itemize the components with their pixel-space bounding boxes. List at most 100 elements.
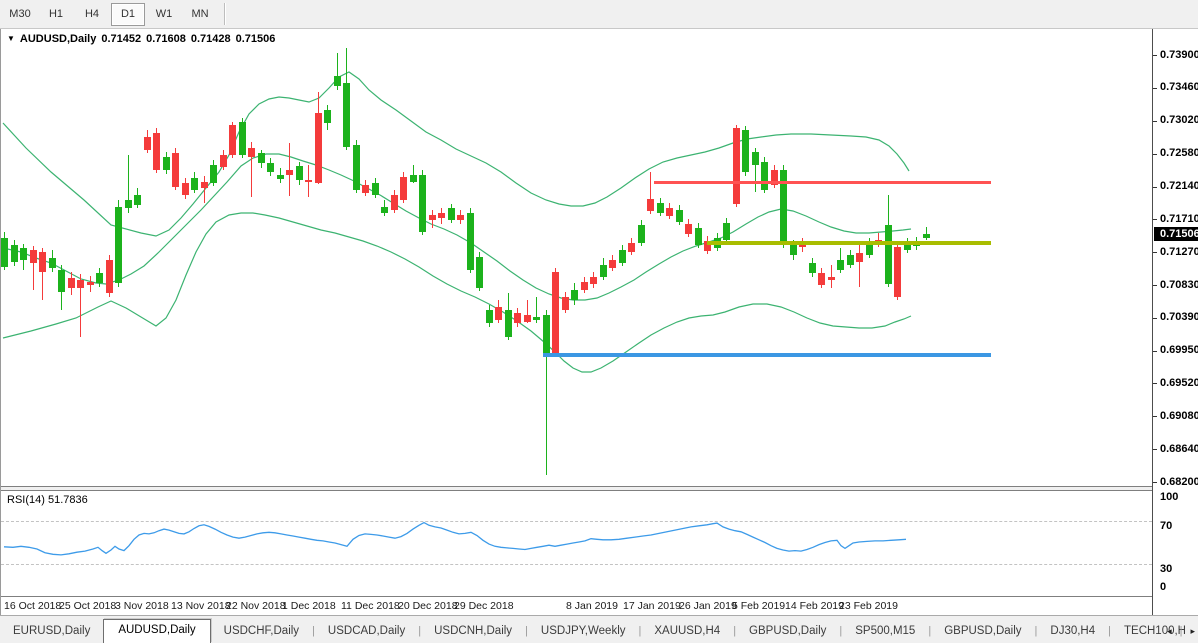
price-axis-label: 0.69520 bbox=[1160, 376, 1198, 389]
candle-body-bear bbox=[314, 113, 322, 183]
candle-body-bull bbox=[599, 265, 607, 278]
timeframe-button-w1[interactable]: W1 bbox=[155, 7, 173, 20]
candle-body-bull bbox=[371, 183, 379, 195]
chevron-down-icon[interactable]: ▼ bbox=[7, 33, 15, 43]
price-tick bbox=[1153, 482, 1157, 483]
toolbar-divider bbox=[224, 3, 226, 25]
tab-sp500-m15[interactable]: SP500,M15 bbox=[855, 625, 916, 637]
candle-body-bull bbox=[808, 263, 816, 273]
tab-xauusd-h4[interactable]: XAUUSD,H4 bbox=[654, 625, 721, 637]
candle-body-bear bbox=[67, 278, 75, 288]
hline-pivot-olive[interactable] bbox=[707, 241, 991, 245]
candle-body-bull bbox=[533, 317, 540, 320]
candle-body-bear bbox=[818, 273, 825, 285]
price-axis-label: 0.73020 bbox=[1160, 114, 1198, 127]
candle-body-bull bbox=[656, 203, 664, 213]
price-axis-label: 0.70830 bbox=[1160, 278, 1198, 291]
date-axis-label: 23 Feb 2019 bbox=[839, 600, 898, 612]
tab-scroll-left-icon[interactable]: ◂ bbox=[1167, 625, 1172, 636]
chart-window: ▼ AUDUSD,Daily 0.71452 0.71608 0.71428 0… bbox=[0, 29, 1198, 615]
bb-lower-band-line bbox=[2, 212, 912, 373]
candle-body-bull bbox=[419, 175, 426, 232]
price-axis-label: 0.73900 bbox=[1160, 48, 1198, 61]
candle-body-bear bbox=[770, 170, 778, 186]
date-axis-label: 29 Dec 2018 bbox=[454, 600, 514, 612]
tab-usdcnh-daily[interactable]: USDCNH,Daily bbox=[434, 625, 513, 637]
hline-support-blue[interactable] bbox=[543, 352, 991, 357]
tab-tech100-h[interactable]: TECH100,H bbox=[1124, 625, 1186, 637]
tab-usdcad-daily[interactable]: USDCAD,Daily bbox=[327, 625, 406, 637]
main-chart-pane: ▼ AUDUSD,Daily 0.71452 0.71608 0.71428 0… bbox=[1, 29, 1152, 486]
tab-gbpusd-daily[interactable]: GBPUSD,Daily bbox=[944, 625, 1022, 637]
candle-body-bull bbox=[48, 258, 56, 268]
price-axis-label: 0.68640 bbox=[1160, 442, 1198, 455]
candle-wick bbox=[251, 142, 252, 197]
tab-separator: | bbox=[1108, 625, 1111, 637]
candle-body-bear bbox=[390, 195, 398, 210]
tab-gbpusd-daily[interactable]: GBPUSD,Daily bbox=[749, 625, 827, 637]
candle-body-bull bbox=[466, 213, 474, 270]
timeframe-button-mn[interactable]: MN bbox=[191, 7, 209, 20]
date-axis: 16 Oct 2018 25 Oct 2018 3 Nov 2018 13 Nov 2… bbox=[1, 597, 1152, 615]
candle-body-bear bbox=[105, 260, 113, 293]
pane-resize-handle[interactable] bbox=[1, 486, 1152, 491]
candle-body-bear bbox=[362, 185, 369, 193]
candle-wick bbox=[412, 165, 414, 183]
candle-body-bull bbox=[780, 170, 787, 245]
tab-audusd-daily[interactable]: AUDUSD,Daily bbox=[103, 619, 211, 643]
price-axis: 0.71506 0.73900 0.73460 0.73020 0.72580 0.72… bbox=[1152, 29, 1198, 615]
tab-separator: | bbox=[928, 625, 932, 637]
candle-body-bear bbox=[495, 307, 502, 320]
candle-wick bbox=[536, 297, 537, 323]
price-tick bbox=[1153, 252, 1157, 253]
rsi-axis-label: 30 bbox=[1160, 563, 1173, 575]
hline-resistance-red[interactable] bbox=[654, 180, 991, 184]
rsi-indicator-pane: RSI(14) 51.7836 bbox=[1, 491, 1152, 597]
candle-body-bull bbox=[267, 163, 274, 172]
price-tick bbox=[1153, 285, 1157, 286]
price-tick bbox=[1153, 120, 1157, 122]
candle-body-bear bbox=[143, 137, 151, 150]
candle-body-bear bbox=[704, 241, 711, 251]
candle-body-bear bbox=[29, 250, 37, 263]
candle-body-bull bbox=[1, 238, 8, 267]
bb-middle-band-line bbox=[2, 153, 912, 301]
price-tick bbox=[1153, 416, 1157, 418]
timeframe-button-d1[interactable]: D1 bbox=[111, 2, 145, 26]
candle-body-bull bbox=[352, 145, 360, 190]
tab-usdchf-daily[interactable]: USDCHF,Daily bbox=[223, 625, 300, 637]
candle-wick bbox=[289, 143, 290, 196]
rsi-axis-label: 70 bbox=[1160, 520, 1173, 532]
price-tick bbox=[1153, 350, 1157, 352]
candle-body-bull bbox=[409, 175, 417, 182]
date-axis-label: 5 Feb 2019 bbox=[732, 600, 786, 612]
price-tick bbox=[1153, 153, 1157, 155]
price-tick bbox=[1153, 186, 1157, 188]
candle-body-bull bbox=[761, 162, 768, 190]
candle-body-bear bbox=[685, 224, 692, 234]
date-axis-label: 14 Feb 2019 bbox=[785, 600, 844, 612]
price-tick bbox=[1153, 219, 1157, 220]
date-axis-label: 1 Dec 2018 bbox=[282, 600, 336, 612]
tab-dj30-h4[interactable]: DJ30,H4 bbox=[1050, 625, 1096, 637]
timeframe-button-h4[interactable]: H4 bbox=[84, 7, 100, 20]
candle-body-bull bbox=[571, 290, 578, 300]
candle-body-bull bbox=[295, 166, 303, 180]
candle-body-bull bbox=[865, 243, 873, 255]
candle-body-bull bbox=[134, 195, 141, 205]
candle-body-bull bbox=[343, 83, 350, 147]
timeframe-button-h1[interactable]: H1 bbox=[48, 7, 64, 20]
tab-scroll-right-icon[interactable]: ▸ bbox=[1190, 625, 1195, 636]
candle-body-bull bbox=[637, 225, 645, 244]
price-tick bbox=[1153, 55, 1157, 56]
candle-wick bbox=[925, 226, 927, 241]
price-axis-label: 0.69950 bbox=[1160, 344, 1198, 357]
timeframe-button-m30[interactable]: M30 bbox=[9, 7, 31, 20]
tab-usdjpy-weekly[interactable]: USDJPY,Weekly bbox=[540, 625, 626, 637]
candle-wick bbox=[526, 300, 528, 323]
chart-tab-bar: EURUSD,Daily AUDUSD,Daily USDCHF,Daily | USD… bbox=[0, 615, 1198, 643]
current-price-badge: 0.71506 bbox=[1154, 227, 1198, 242]
tab-eurusd-daily[interactable]: EURUSD,Daily bbox=[13, 625, 91, 637]
candle-body-bear bbox=[666, 208, 673, 216]
chart-title: ▼ AUDUSD,Daily 0.71452 0.71608 0.71428 0… bbox=[7, 33, 275, 45]
